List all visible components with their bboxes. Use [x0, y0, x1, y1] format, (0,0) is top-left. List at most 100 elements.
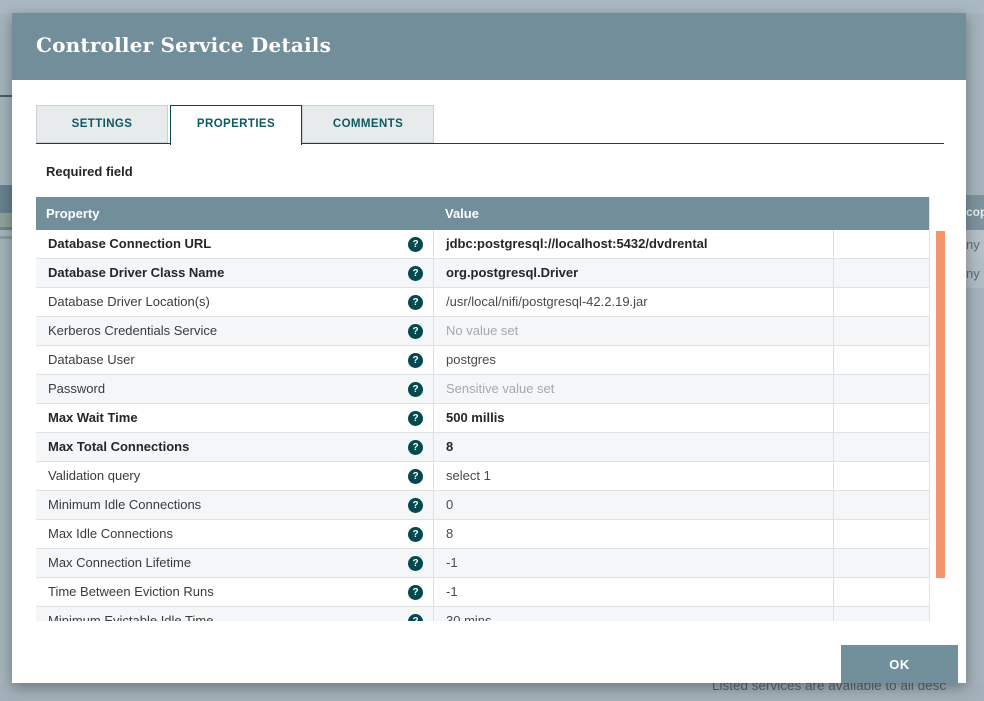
value-cell: No value set	[433, 317, 833, 345]
column-header-value: Value	[445, 206, 479, 221]
property-cell: Database User ?	[36, 346, 433, 374]
help-icon[interactable]: ?	[408, 469, 423, 484]
help-icon[interactable]: ?	[408, 527, 423, 542]
backdrop-band	[0, 227, 12, 230]
property-value: Sensitive value set	[446, 381, 555, 396]
property-value: org.postgresql.Driver	[446, 265, 579, 280]
help-icon[interactable]: ?	[408, 237, 423, 252]
property-name: Database Driver Location(s)	[48, 294, 210, 309]
backdrop-band	[0, 213, 12, 227]
property-value: /usr/local/nifi/postgresql-42.2.19.jar	[446, 294, 648, 309]
help-icon[interactable]: ?	[408, 324, 423, 339]
property-cell: Max Idle Connections ?	[36, 520, 433, 548]
value-cell: 8	[433, 433, 833, 461]
value-cell: /usr/local/nifi/postgresql-42.2.19.jar	[433, 288, 833, 316]
property-name: Minimum Evictable Idle Time	[48, 613, 214, 621]
empty-cell	[833, 259, 929, 287]
backdrop-bottom-strip	[0, 683, 984, 701]
value-cell: org.postgresql.Driver	[433, 259, 833, 287]
table-row: Max Connection Lifetime ? -1	[36, 549, 929, 578]
table-row: Time Between Eviction Runs ? -1	[36, 578, 929, 607]
empty-cell	[833, 462, 929, 490]
property-name: Max Wait Time	[48, 410, 138, 425]
empty-cell	[833, 317, 929, 345]
tab-comments[interactable]: COMMENTS	[302, 105, 434, 143]
backdrop-band	[0, 95, 12, 97]
dialog-title: Controller Service Details	[36, 33, 332, 57]
property-name: Database Driver Class Name	[48, 265, 225, 280]
table-row: Max Wait Time ? 500 millis	[36, 404, 929, 433]
property-name: Validation query	[48, 468, 141, 483]
property-value: No value set	[446, 323, 519, 338]
property-cell: Max Connection Lifetime ?	[36, 549, 433, 577]
property-value: jdbc:postgresql://localhost:5432/dvdrent…	[446, 236, 708, 251]
property-value: 500 millis	[446, 410, 505, 425]
required-field-note: Required field	[46, 164, 133, 179]
property-value: 0	[446, 497, 454, 512]
ok-button[interactable]: OK	[841, 645, 958, 683]
help-icon[interactable]: ?	[408, 585, 423, 600]
tab-properties[interactable]: PROPERTIES	[170, 105, 302, 145]
help-icon[interactable]: ?	[408, 382, 423, 397]
property-cell: Kerberos Credentials Service ?	[36, 317, 433, 345]
table-header-row: Property Value	[36, 197, 929, 230]
table-row: Minimum Idle Connections ? 0	[36, 491, 929, 520]
backdrop-top-strip	[0, 0, 984, 13]
value-cell: -1	[433, 578, 833, 606]
property-value: -1	[446, 584, 458, 599]
table-row: Max Idle Connections ? 8	[36, 520, 929, 549]
property-name: Database Connection URL	[48, 236, 212, 251]
property-table-body: Database Connection URL ? jdbc:postgresq…	[36, 230, 929, 621]
backdrop-band	[0, 236, 12, 239]
help-icon[interactable]: ?	[408, 498, 423, 513]
table-row: Database Connection URL ? jdbc:postgresq…	[36, 230, 929, 259]
empty-cell	[833, 607, 929, 621]
backdrop-table-header-fragment: cop	[966, 195, 984, 230]
help-icon[interactable]: ?	[408, 411, 423, 426]
value-cell: jdbc:postgresql://localhost:5432/dvdrent…	[433, 230, 833, 258]
property-name: Max Total Connections	[48, 439, 190, 454]
empty-cell	[833, 491, 929, 519]
property-cell: Validation query ?	[36, 462, 433, 490]
property-cell: Minimum Evictable Idle Time ?	[36, 607, 433, 621]
property-name: Kerberos Credentials Service	[48, 323, 218, 338]
controller-service-details-dialog: Controller Service Details SETTINGS PROP…	[12, 13, 966, 683]
property-cell: Minimum Idle Connections ?	[36, 491, 433, 519]
backdrop-band	[0, 185, 12, 213]
table-row: Validation query ? select 1	[36, 462, 929, 491]
column-header-empty	[833, 197, 929, 230]
table-row: Database Driver Class Name ? org.postgre…	[36, 259, 929, 288]
help-icon[interactable]: ?	[408, 440, 423, 455]
table-row: Password ? Sensitive value set	[36, 375, 929, 404]
backdrop-row-fragment: ny	[966, 259, 984, 288]
empty-cell	[833, 230, 929, 258]
help-icon[interactable]: ?	[408, 295, 423, 310]
value-cell: Sensitive value set	[433, 375, 833, 403]
tab-settings[interactable]: SETTINGS	[36, 105, 168, 143]
empty-cell	[833, 288, 929, 316]
help-icon[interactable]: ?	[408, 266, 423, 281]
help-icon[interactable]: ?	[408, 556, 423, 571]
property-name: Max Connection Lifetime	[48, 555, 192, 570]
property-value: select 1	[446, 468, 491, 483]
property-cell: Database Driver Location(s) ?	[36, 288, 433, 316]
value-cell: 8	[433, 520, 833, 548]
property-name: Database User	[48, 352, 135, 367]
property-value: 8	[446, 526, 454, 541]
property-cell: Max Total Connections ?	[36, 433, 433, 461]
property-cell: Database Driver Class Name ?	[36, 259, 433, 287]
property-cell: Time Between Eviction Runs ?	[36, 578, 433, 606]
table-scrollbar-thumb[interactable]	[936, 231, 945, 578]
property-value: postgres	[446, 352, 496, 367]
value-cell: 500 millis	[433, 404, 833, 432]
property-name: Minimum Idle Connections	[48, 497, 202, 512]
property-name: Password	[48, 381, 106, 396]
empty-cell	[833, 549, 929, 577]
help-icon[interactable]: ?	[408, 614, 423, 621]
value-cell: 0	[433, 491, 833, 519]
tab-bar: SETTINGS PROPERTIES COMMENTS	[36, 105, 944, 145]
value-cell: -1	[433, 549, 833, 577]
empty-cell	[833, 346, 929, 374]
help-icon[interactable]: ?	[408, 353, 423, 368]
value-cell: select 1	[433, 462, 833, 490]
